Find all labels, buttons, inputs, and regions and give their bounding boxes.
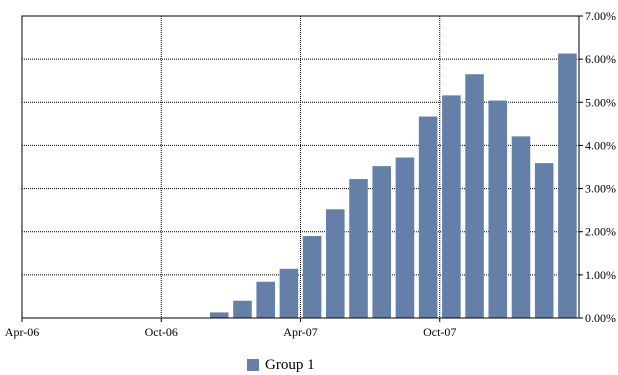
bar [349,179,368,318]
bar [558,53,577,318]
bar [534,163,554,318]
y-tick-label: 0.00% [585,311,616,325]
y-axis-ticks: 0.00% 1.00% 2.00% 3.00% 4.00% 5.00% 6.00% 7.00% [579,9,616,325]
y-tick-label: 4.00% [585,138,616,152]
y-tick-label: 5.00% [585,95,616,109]
legend: Group 1 [247,356,315,374]
bar [442,95,461,318]
x-tick-label: Oct-07 [423,325,456,339]
y-tick-label: 6.00% [585,52,616,66]
bar [395,157,415,318]
bar [256,281,275,318]
legend-swatch [247,359,259,371]
y-tick-label: 2.00% [585,225,616,239]
bar [302,236,322,318]
y-tick-label: 7.00% [585,9,616,23]
bar [488,100,508,318]
bar [465,74,484,318]
bar [233,300,252,318]
x-tick-label: Apr-07 [283,325,317,339]
bars [209,53,577,318]
bar [418,116,438,318]
bar [209,312,229,318]
bar [511,136,531,318]
x-tick-label: Apr-06 [5,325,39,339]
bar [326,209,345,318]
bar [372,166,392,318]
bar [279,268,299,318]
y-tick-label: 3.00% [585,182,616,196]
y-tick-label: 1.00% [585,268,616,282]
gridlines [22,16,579,318]
x-tick-label: Oct-06 [145,325,178,339]
legend-label: Group 1 [265,356,315,373]
x-axis-ticks: Apr-06 Oct-06 Apr-07 Oct-07 [5,318,456,339]
